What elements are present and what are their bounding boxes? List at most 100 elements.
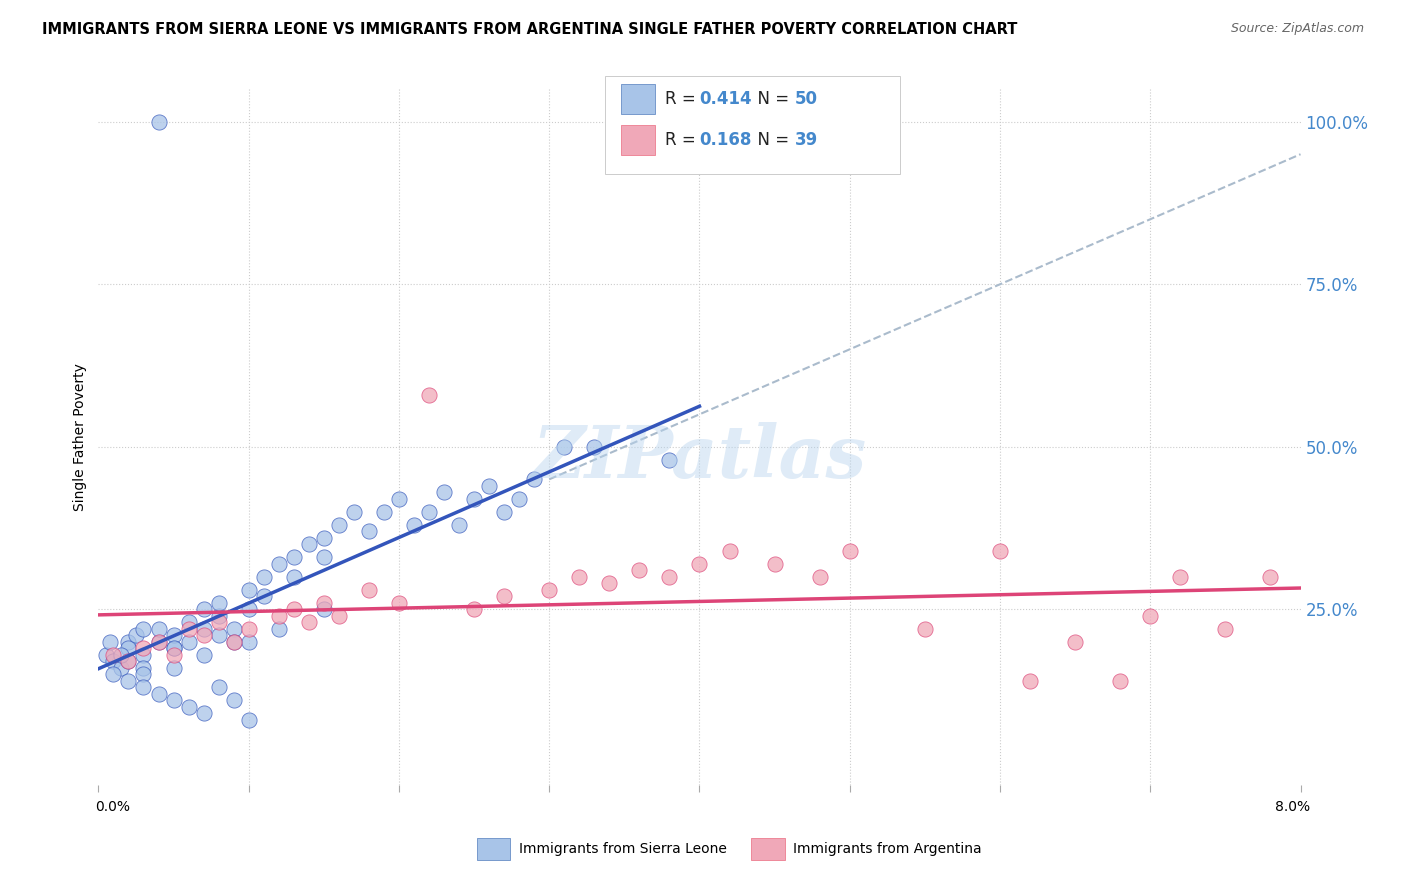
Point bbox=[132, 667, 155, 681]
Text: Immigrants from Argentina: Immigrants from Argentina bbox=[793, 842, 981, 856]
Point bbox=[103, 667, 125, 681]
Point bbox=[583, 440, 606, 454]
Point bbox=[1139, 608, 1161, 623]
Text: 0.168: 0.168 bbox=[699, 131, 751, 149]
Point bbox=[148, 687, 170, 701]
Point bbox=[1109, 673, 1132, 688]
Point bbox=[658, 453, 681, 467]
Point bbox=[388, 596, 411, 610]
Point bbox=[177, 622, 200, 636]
Y-axis label: Single Father Poverty: Single Father Poverty bbox=[73, 363, 87, 511]
Point bbox=[267, 608, 290, 623]
Point bbox=[538, 582, 561, 597]
Text: 0.414: 0.414 bbox=[699, 90, 751, 108]
Point bbox=[238, 582, 260, 597]
Point bbox=[148, 622, 170, 636]
Point bbox=[162, 661, 184, 675]
Point bbox=[463, 602, 485, 616]
Text: Source: ZipAtlas.com: Source: ZipAtlas.com bbox=[1230, 22, 1364, 36]
Point bbox=[238, 622, 260, 636]
Point bbox=[208, 608, 231, 623]
Point bbox=[343, 505, 366, 519]
Point bbox=[222, 635, 245, 649]
Point bbox=[208, 596, 231, 610]
Text: R =: R = bbox=[665, 131, 702, 149]
Text: Immigrants from Sierra Leone: Immigrants from Sierra Leone bbox=[519, 842, 727, 856]
Point bbox=[494, 590, 516, 604]
Point bbox=[132, 648, 155, 662]
Point bbox=[222, 622, 245, 636]
Point bbox=[253, 570, 276, 584]
Point bbox=[494, 505, 516, 519]
Point bbox=[267, 622, 290, 636]
Text: N =: N = bbox=[747, 90, 794, 108]
Point bbox=[193, 706, 215, 721]
Point bbox=[117, 654, 139, 668]
Text: 0.0%: 0.0% bbox=[96, 800, 131, 814]
Point bbox=[177, 700, 200, 714]
Point bbox=[193, 622, 215, 636]
Text: ZIPatlas: ZIPatlas bbox=[533, 423, 866, 493]
Text: IMMIGRANTS FROM SIERRA LEONE VS IMMIGRANTS FROM ARGENTINA SINGLE FATHER POVERTY : IMMIGRANTS FROM SIERRA LEONE VS IMMIGRAN… bbox=[42, 22, 1018, 37]
Point bbox=[177, 615, 200, 630]
Point bbox=[148, 114, 170, 128]
Point bbox=[312, 602, 335, 616]
Point bbox=[463, 491, 485, 506]
Point bbox=[283, 602, 305, 616]
Point bbox=[312, 596, 335, 610]
Point bbox=[208, 681, 231, 695]
Point bbox=[177, 635, 200, 649]
Point bbox=[357, 582, 380, 597]
Point bbox=[298, 615, 321, 630]
Point bbox=[253, 590, 276, 604]
Point bbox=[312, 550, 335, 565]
Point bbox=[193, 602, 215, 616]
Point bbox=[718, 544, 741, 558]
Point bbox=[162, 628, 184, 642]
Point bbox=[110, 661, 132, 675]
Point bbox=[132, 661, 155, 675]
Point bbox=[418, 388, 440, 402]
Point bbox=[373, 505, 395, 519]
Point bbox=[100, 635, 122, 649]
Point bbox=[628, 563, 651, 577]
Point bbox=[193, 648, 215, 662]
Text: 39: 39 bbox=[794, 131, 818, 149]
Point bbox=[689, 557, 711, 571]
Point bbox=[447, 517, 470, 532]
Point bbox=[283, 550, 305, 565]
Point bbox=[1260, 570, 1282, 584]
Point bbox=[117, 641, 139, 656]
Point bbox=[808, 570, 831, 584]
Point bbox=[162, 648, 184, 662]
Point bbox=[162, 693, 184, 707]
Point bbox=[117, 673, 139, 688]
Point bbox=[148, 635, 170, 649]
Point bbox=[238, 713, 260, 727]
Point bbox=[1064, 635, 1087, 649]
Point bbox=[110, 648, 132, 662]
Point bbox=[117, 654, 139, 668]
Point bbox=[132, 641, 155, 656]
Point bbox=[132, 622, 155, 636]
Point bbox=[283, 570, 305, 584]
Point bbox=[568, 570, 591, 584]
Text: N =: N = bbox=[747, 131, 794, 149]
Point bbox=[132, 681, 155, 695]
Point bbox=[222, 693, 245, 707]
Point bbox=[312, 531, 335, 545]
Point bbox=[162, 641, 184, 656]
Point bbox=[193, 628, 215, 642]
Point bbox=[298, 537, 321, 551]
Point bbox=[103, 648, 125, 662]
Point bbox=[357, 524, 380, 539]
Point bbox=[914, 622, 936, 636]
Point bbox=[523, 472, 546, 486]
Point bbox=[222, 635, 245, 649]
Point bbox=[148, 635, 170, 649]
Point bbox=[94, 648, 117, 662]
Point bbox=[103, 654, 125, 668]
Point bbox=[125, 628, 148, 642]
Point bbox=[418, 505, 440, 519]
Point bbox=[117, 635, 139, 649]
